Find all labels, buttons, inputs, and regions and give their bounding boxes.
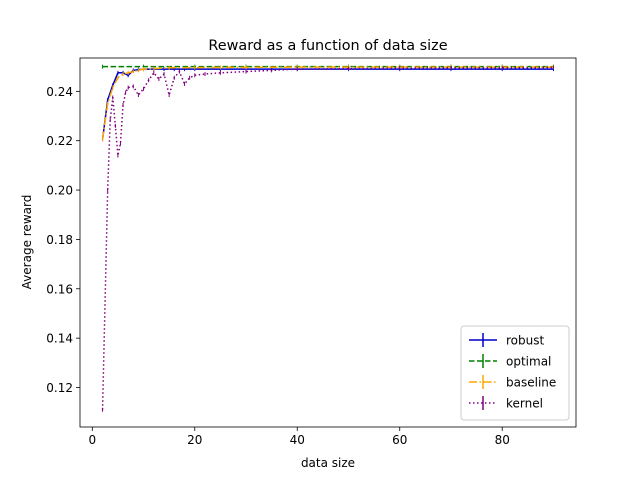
y-tick-label: 0.24 [46, 85, 73, 99]
y-tick-label: 0.16 [46, 282, 73, 296]
x-tick-label: 0 [88, 433, 96, 447]
legend-label-baseline: baseline [506, 376, 556, 390]
x-ticks: 0 20 40 60 80 [88, 427, 510, 447]
x-tick-label: 40 [290, 433, 305, 447]
series-line-robust [101, 68, 554, 140]
y-tick-label: 0.20 [46, 184, 73, 198]
series-line-baseline [101, 66, 554, 140]
chart-title: Reward as a function of data size [208, 38, 447, 54]
x-tick-label: 60 [392, 433, 407, 447]
legend-label-robust: robust [506, 334, 544, 348]
legend: robust optimal baseline kernel [460, 325, 570, 421]
y-tick-label: 0.18 [46, 233, 73, 247]
series-layer [101, 64, 554, 412]
y-tick-label: 0.14 [46, 332, 73, 346]
x-tick-label: 20 [187, 433, 202, 447]
y-tick-label: 0.12 [46, 381, 73, 395]
y-tick-label: 0.22 [46, 134, 73, 148]
legend-box [460, 325, 570, 421]
x-axis-label: data size [301, 456, 355, 470]
legend-label-optimal: optimal [506, 355, 551, 369]
y-ticks: 0.12 0.14 0.16 0.18 0.20 0.22 0.24 [46, 85, 80, 395]
x-tick-label: 80 [495, 433, 510, 447]
legend-label-kernel: kernel [506, 397, 543, 411]
plot-frame [79, 57, 577, 428]
y-axis-label: Average reward [20, 195, 34, 290]
